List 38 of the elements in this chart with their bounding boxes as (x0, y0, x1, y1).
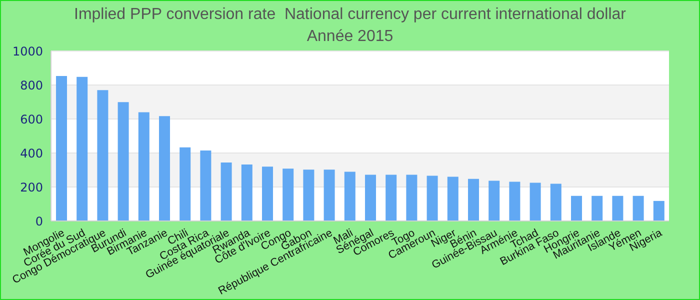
bar (612, 196, 624, 221)
bar (488, 180, 500, 221)
y-tick-label: 1000 (12, 44, 43, 58)
y-tick-label: 200 (20, 180, 43, 194)
bar (530, 182, 541, 221)
bar (653, 200, 664, 221)
bar (159, 116, 170, 221)
bar (303, 170, 314, 221)
bar (550, 184, 562, 221)
y-tick-label: 600 (20, 112, 43, 126)
bar (592, 196, 603, 221)
bar (200, 150, 212, 221)
bar (632, 196, 644, 221)
y-tick-label: 0 (35, 214, 43, 228)
bar (468, 178, 479, 221)
y-tick-label: 400 (20, 146, 43, 160)
bar (56, 76, 67, 221)
bar (282, 168, 294, 221)
bar (180, 147, 191, 221)
bar (365, 174, 376, 221)
bar (220, 162, 232, 221)
bar (426, 176, 438, 221)
bar (447, 176, 458, 221)
bar (118, 102, 129, 221)
bar (571, 196, 582, 221)
bar (262, 166, 273, 221)
y-tick-label: 800 (20, 78, 43, 92)
chart-title: Implied PPP conversion rate National currency per current international dollar (73, 5, 627, 25)
bar (386, 174, 397, 221)
bar (241, 164, 252, 221)
bar (509, 182, 520, 221)
bar (406, 174, 418, 221)
bar (138, 112, 150, 221)
bar (76, 76, 88, 221)
bar (324, 170, 335, 221)
chart-subtitle: Année 2015 (306, 28, 394, 45)
bar (344, 172, 356, 221)
bar (97, 90, 108, 221)
